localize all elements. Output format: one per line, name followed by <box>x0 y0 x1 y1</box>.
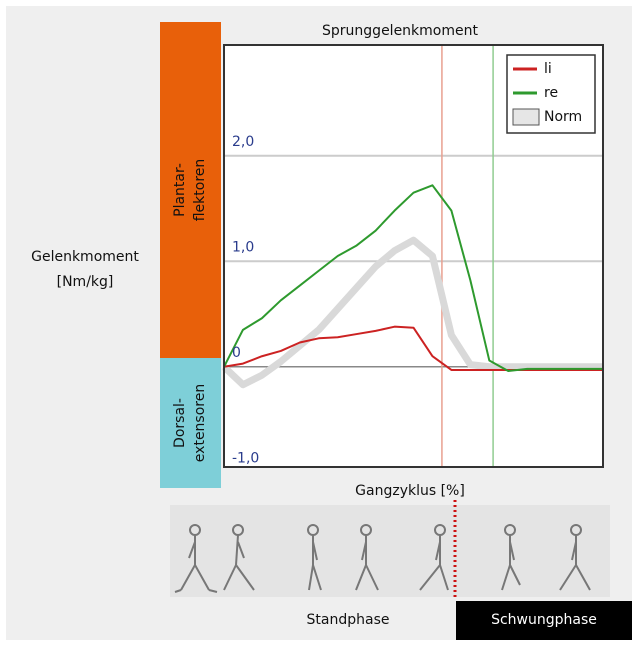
y-tick-label: 1,0 <box>232 239 254 255</box>
band-label: Plantar- <box>172 163 188 217</box>
legend-label: re <box>544 85 558 101</box>
x-axis-label: Gangzyklus [%] <box>355 483 465 499</box>
band <box>160 22 221 358</box>
band <box>160 358 221 488</box>
y-tick-label: 2,0 <box>232 134 254 150</box>
legend-label: Norm <box>544 109 582 125</box>
y-axis-label: [Nm/kg] <box>57 274 114 290</box>
chart-title: Sprunggelenkmoment <box>322 23 478 39</box>
chart: Standphase Schwungphase Sprunggelenkmome… <box>0 0 638 649</box>
band-label: flektoren <box>192 159 208 222</box>
y-tick-label: -1,0 <box>232 450 259 466</box>
y-tick-label: 0 <box>232 345 241 361</box>
legend-label: li <box>544 61 552 77</box>
legend-swatch <box>513 109 539 125</box>
band-label: extensoren <box>192 384 208 462</box>
phase-label: Standphase <box>307 612 390 628</box>
band-label: Dorsal- <box>172 398 188 448</box>
y-axis-label: Gelenkmoment <box>31 249 139 265</box>
phase-label: Schwungphase <box>491 612 597 628</box>
